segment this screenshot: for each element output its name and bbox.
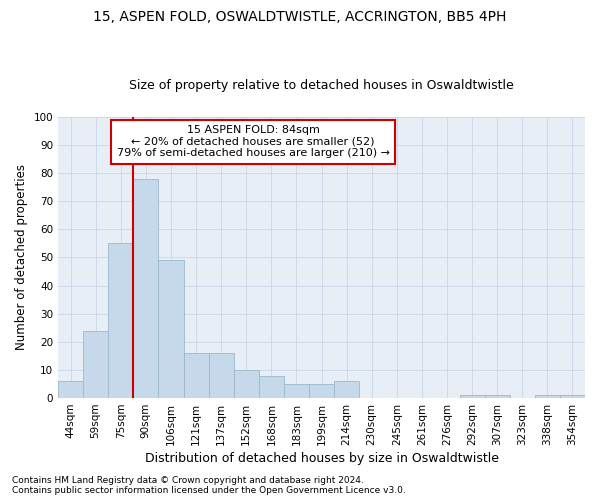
- Bar: [83, 330, 108, 398]
- Bar: [158, 260, 184, 398]
- Text: 15 ASPEN FOLD: 84sqm
← 20% of detached houses are smaller (52)
79% of semi-detac: 15 ASPEN FOLD: 84sqm ← 20% of detached h…: [116, 125, 389, 158]
- Bar: [284, 384, 309, 398]
- Bar: [233, 370, 259, 398]
- Bar: [58, 381, 83, 398]
- Bar: [259, 376, 284, 398]
- Bar: [209, 353, 233, 398]
- Title: Size of property relative to detached houses in Oswaldtwistle: Size of property relative to detached ho…: [129, 79, 514, 92]
- Bar: [108, 244, 133, 398]
- Y-axis label: Number of detached properties: Number of detached properties: [15, 164, 28, 350]
- Bar: [133, 178, 158, 398]
- X-axis label: Distribution of detached houses by size in Oswaldtwistle: Distribution of detached houses by size …: [145, 452, 499, 465]
- Bar: [184, 353, 209, 398]
- Bar: [535, 396, 560, 398]
- Bar: [560, 396, 585, 398]
- Bar: [460, 396, 485, 398]
- Bar: [485, 396, 510, 398]
- Text: 15, ASPEN FOLD, OSWALDTWISTLE, ACCRINGTON, BB5 4PH: 15, ASPEN FOLD, OSWALDTWISTLE, ACCRINGTO…: [94, 10, 506, 24]
- Text: Contains HM Land Registry data © Crown copyright and database right 2024.
Contai: Contains HM Land Registry data © Crown c…: [12, 476, 406, 495]
- Bar: [309, 384, 334, 398]
- Bar: [334, 381, 359, 398]
